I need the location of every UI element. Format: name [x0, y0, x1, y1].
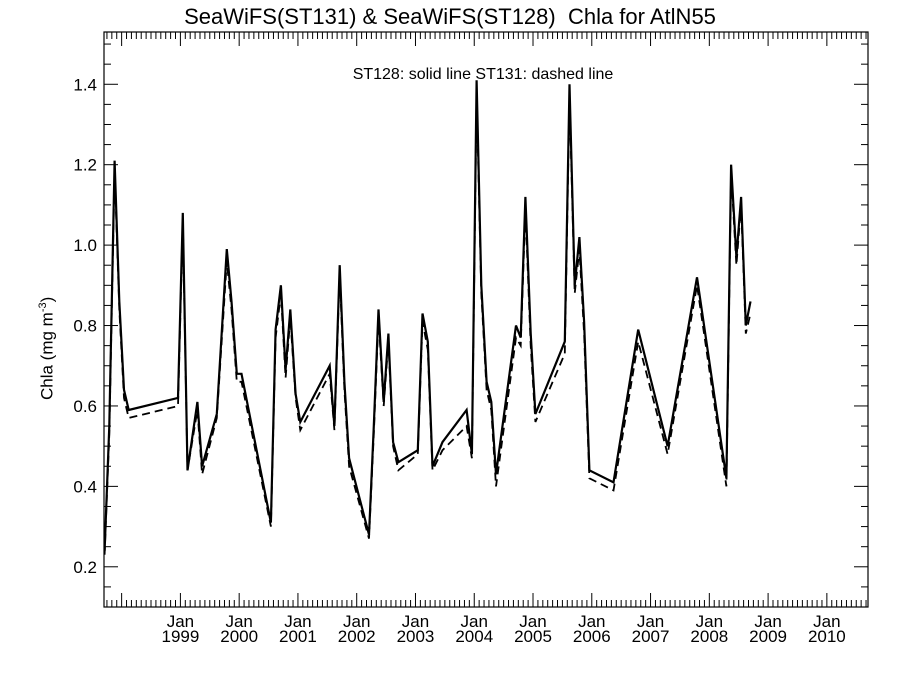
y-tick-label: 1.2	[73, 156, 97, 175]
x-tick-label-year: 2003	[397, 627, 435, 646]
plot-frame	[103, 31, 869, 608]
x-tick-label-month: Jan	[519, 612, 546, 631]
x-tick-label-month: Jan	[813, 612, 840, 631]
x-tick-label-month: Jan	[225, 612, 252, 631]
series-line-st128	[103, 80, 752, 551]
x-tick-label-year: 2010	[808, 627, 846, 646]
x-tick-label-year: 2008	[690, 627, 728, 646]
x-tick-label-month: Jan	[284, 612, 311, 631]
chart-title: SeaWiFS(ST131) & SeaWiFS(ST128) Chla for…	[184, 4, 716, 29]
x-tick-label-month: Jan	[578, 612, 605, 631]
x-tick-label-month: Jan	[754, 612, 781, 631]
x-tick-label-month: Jan	[343, 612, 370, 631]
y-tick-label: 1.4	[73, 75, 97, 94]
x-tick-label-month: Jan	[461, 612, 488, 631]
axis-ticks: 0.20.40.60.81.01.21.4Jan1999Jan2000Jan20…	[73, 32, 868, 646]
series-lines	[103, 80, 752, 555]
x-tick-label-year: 2004	[455, 627, 493, 646]
y-tick-label: 0.2	[73, 558, 97, 577]
y-tick-label: 0.8	[73, 317, 97, 336]
y-tick-label: 0.4	[73, 477, 97, 496]
y-tick-label: 0.6	[73, 397, 97, 416]
x-tick-label-year: 2002	[338, 627, 376, 646]
x-tick-label-year: 2009	[749, 627, 787, 646]
x-tick-label-month: Jan	[167, 612, 194, 631]
x-tick-label-month: Jan	[637, 612, 664, 631]
x-tick-label-year: 1999	[161, 627, 199, 646]
x-tick-label-year: 2005	[514, 627, 552, 646]
x-tick-label-year: 2007	[632, 627, 670, 646]
x-tick-label-year: 2001	[279, 627, 317, 646]
series-line-st131	[103, 92, 752, 555]
x-tick-label-year: 2000	[220, 627, 258, 646]
series-annotation: ST128: solid line ST131: dashed line	[353, 66, 614, 83]
x-tick-label-year: 2006	[573, 627, 611, 646]
x-tick-label-month: Jan	[402, 612, 429, 631]
y-tick-label: 1.0	[73, 236, 97, 255]
x-tick-label-month: Jan	[696, 612, 723, 631]
